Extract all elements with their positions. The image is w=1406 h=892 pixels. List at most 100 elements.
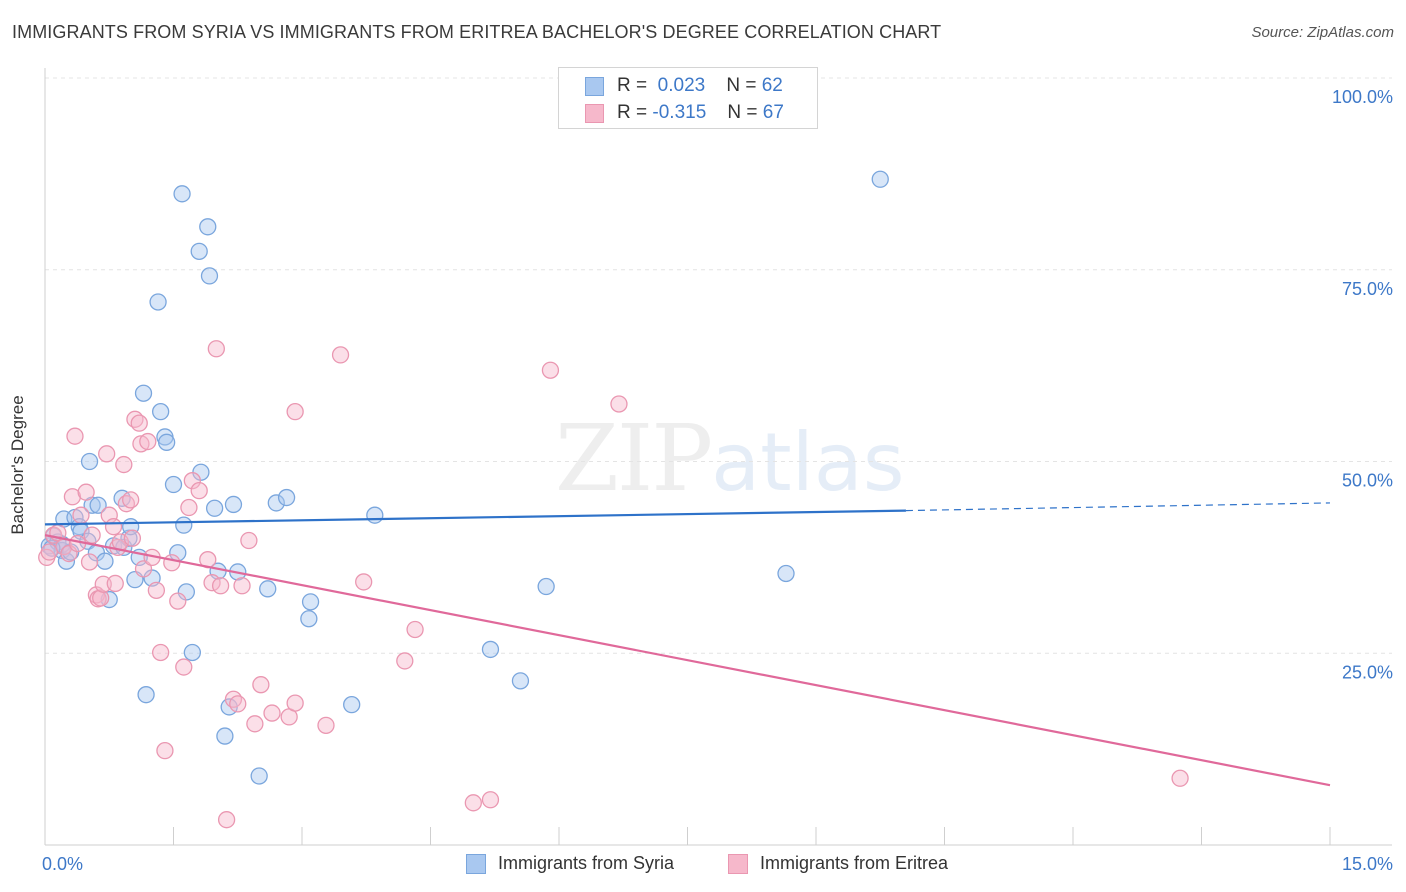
point-syria [164,475,183,494]
watermark: ZIPatlas [555,405,905,512]
point-eritrea [175,658,193,676]
x-tick-label: 0.0% [42,854,83,874]
point-eritrea [229,695,247,713]
stats-legend: R = 0.023 N = 62 R = -0.315 N = 67 [558,67,818,129]
legend-r-label: R = [617,102,648,123]
point-syria [149,293,167,311]
point-eritrea [92,589,110,607]
point-eritrea [211,577,230,595]
point-eritrea [331,346,350,364]
point-syria [224,495,243,514]
point-syria [177,583,196,601]
point-eritrea [72,506,90,524]
point-syria [343,695,361,714]
point-syria [871,170,889,188]
point-eritrea [246,715,264,733]
point-eritrea [147,581,166,600]
point-eritrea [139,432,157,451]
point-eritrea [63,488,82,506]
x-tick-label: 15.0% [1342,854,1393,874]
point-syria [267,494,285,512]
point-syria [183,643,201,662]
point-eritrea [481,791,500,809]
point-syria [190,242,208,260]
legend-label-eritrea: Immigrants from Eritrea [760,853,949,873]
point-eritrea [156,742,174,760]
legend-n-value-eritrea: 67 [762,102,784,123]
point-eritrea [77,483,95,501]
legend-n-value-syria: 62 [761,75,783,96]
point-eritrea [98,445,116,463]
y-tick-label: 100.0% [1332,87,1393,107]
legend-r-value-syria: 0.023 [657,75,706,96]
trendline-syria-extrapolated [905,502,1331,512]
point-syria [481,640,500,659]
point-syria [537,577,555,596]
point-eritrea [190,481,208,500]
y-tick-label: 50.0% [1342,471,1393,491]
point-syria [134,384,153,402]
watermark-atlas: atlas [711,416,905,509]
watermark-zip: ZIP [555,405,713,512]
point-eritrea [163,554,181,572]
point-eritrea [233,577,251,595]
series-legend: Immigrants from Syria Immigrants from Er… [0,852,1406,878]
legend-n-label: N = [726,75,757,96]
point-syria [300,610,318,628]
y-axis-label: Bachelor's Degree [8,395,27,535]
point-eritrea [317,716,335,734]
legend-r-value-eritrea: -0.315 [652,102,707,123]
point-eritrea [104,518,123,536]
point-eritrea [180,498,198,517]
point-syria [157,433,176,451]
legend-swatch-syria [466,854,486,874]
trendline-eritrea [44,534,1331,787]
point-eritrea [122,491,140,509]
chart-title: IMMIGRANTS FROM SYRIA VS IMMIGRANTS FROM… [12,22,942,42]
point-eritrea [123,529,142,547]
point-syria [259,580,277,598]
y-tick-label: 25.0% [1342,662,1393,682]
point-eritrea [169,592,187,610]
point-syria [250,767,268,785]
trendline-syria [44,509,906,526]
point-syria [205,499,224,517]
point-eritrea [610,395,628,413]
point-eritrea [286,402,304,421]
point-eritrea [40,543,58,561]
point-eritrea [286,694,304,712]
point-eritrea [217,811,236,829]
point-eritrea [396,652,414,670]
point-eritrea [66,427,84,445]
point-eritrea [355,573,373,591]
point-syria [301,593,320,611]
legend-n-label: N = [727,102,758,123]
point-eritrea [263,704,281,722]
point-syria [173,185,191,203]
point-syria [216,727,234,745]
point-syria [151,402,170,421]
point-eritrea [183,472,201,490]
point-eritrea [115,455,133,474]
point-eritrea [207,340,225,358]
point-eritrea [80,553,99,571]
point-syria [89,496,107,514]
legend-label-syria: Immigrants from Syria [498,853,675,873]
legend-swatch-eritrea [585,104,604,123]
point-eritrea [406,620,424,639]
point-syria [777,564,795,583]
y-tick-label: 75.0% [1342,279,1393,299]
point-syria [277,488,296,507]
point-eritrea [240,531,258,550]
source-credit: Source: ZipAtlas.com [1251,24,1394,41]
point-syria [96,552,114,570]
point-syria [175,516,193,534]
point-eritrea [151,643,170,662]
point-eritrea [1171,769,1189,787]
point-eritrea [83,526,101,544]
point-eritrea [252,676,270,694]
legend-swatch-eritrea [728,854,748,874]
point-syria [511,672,530,690]
point-eritrea [464,794,482,812]
